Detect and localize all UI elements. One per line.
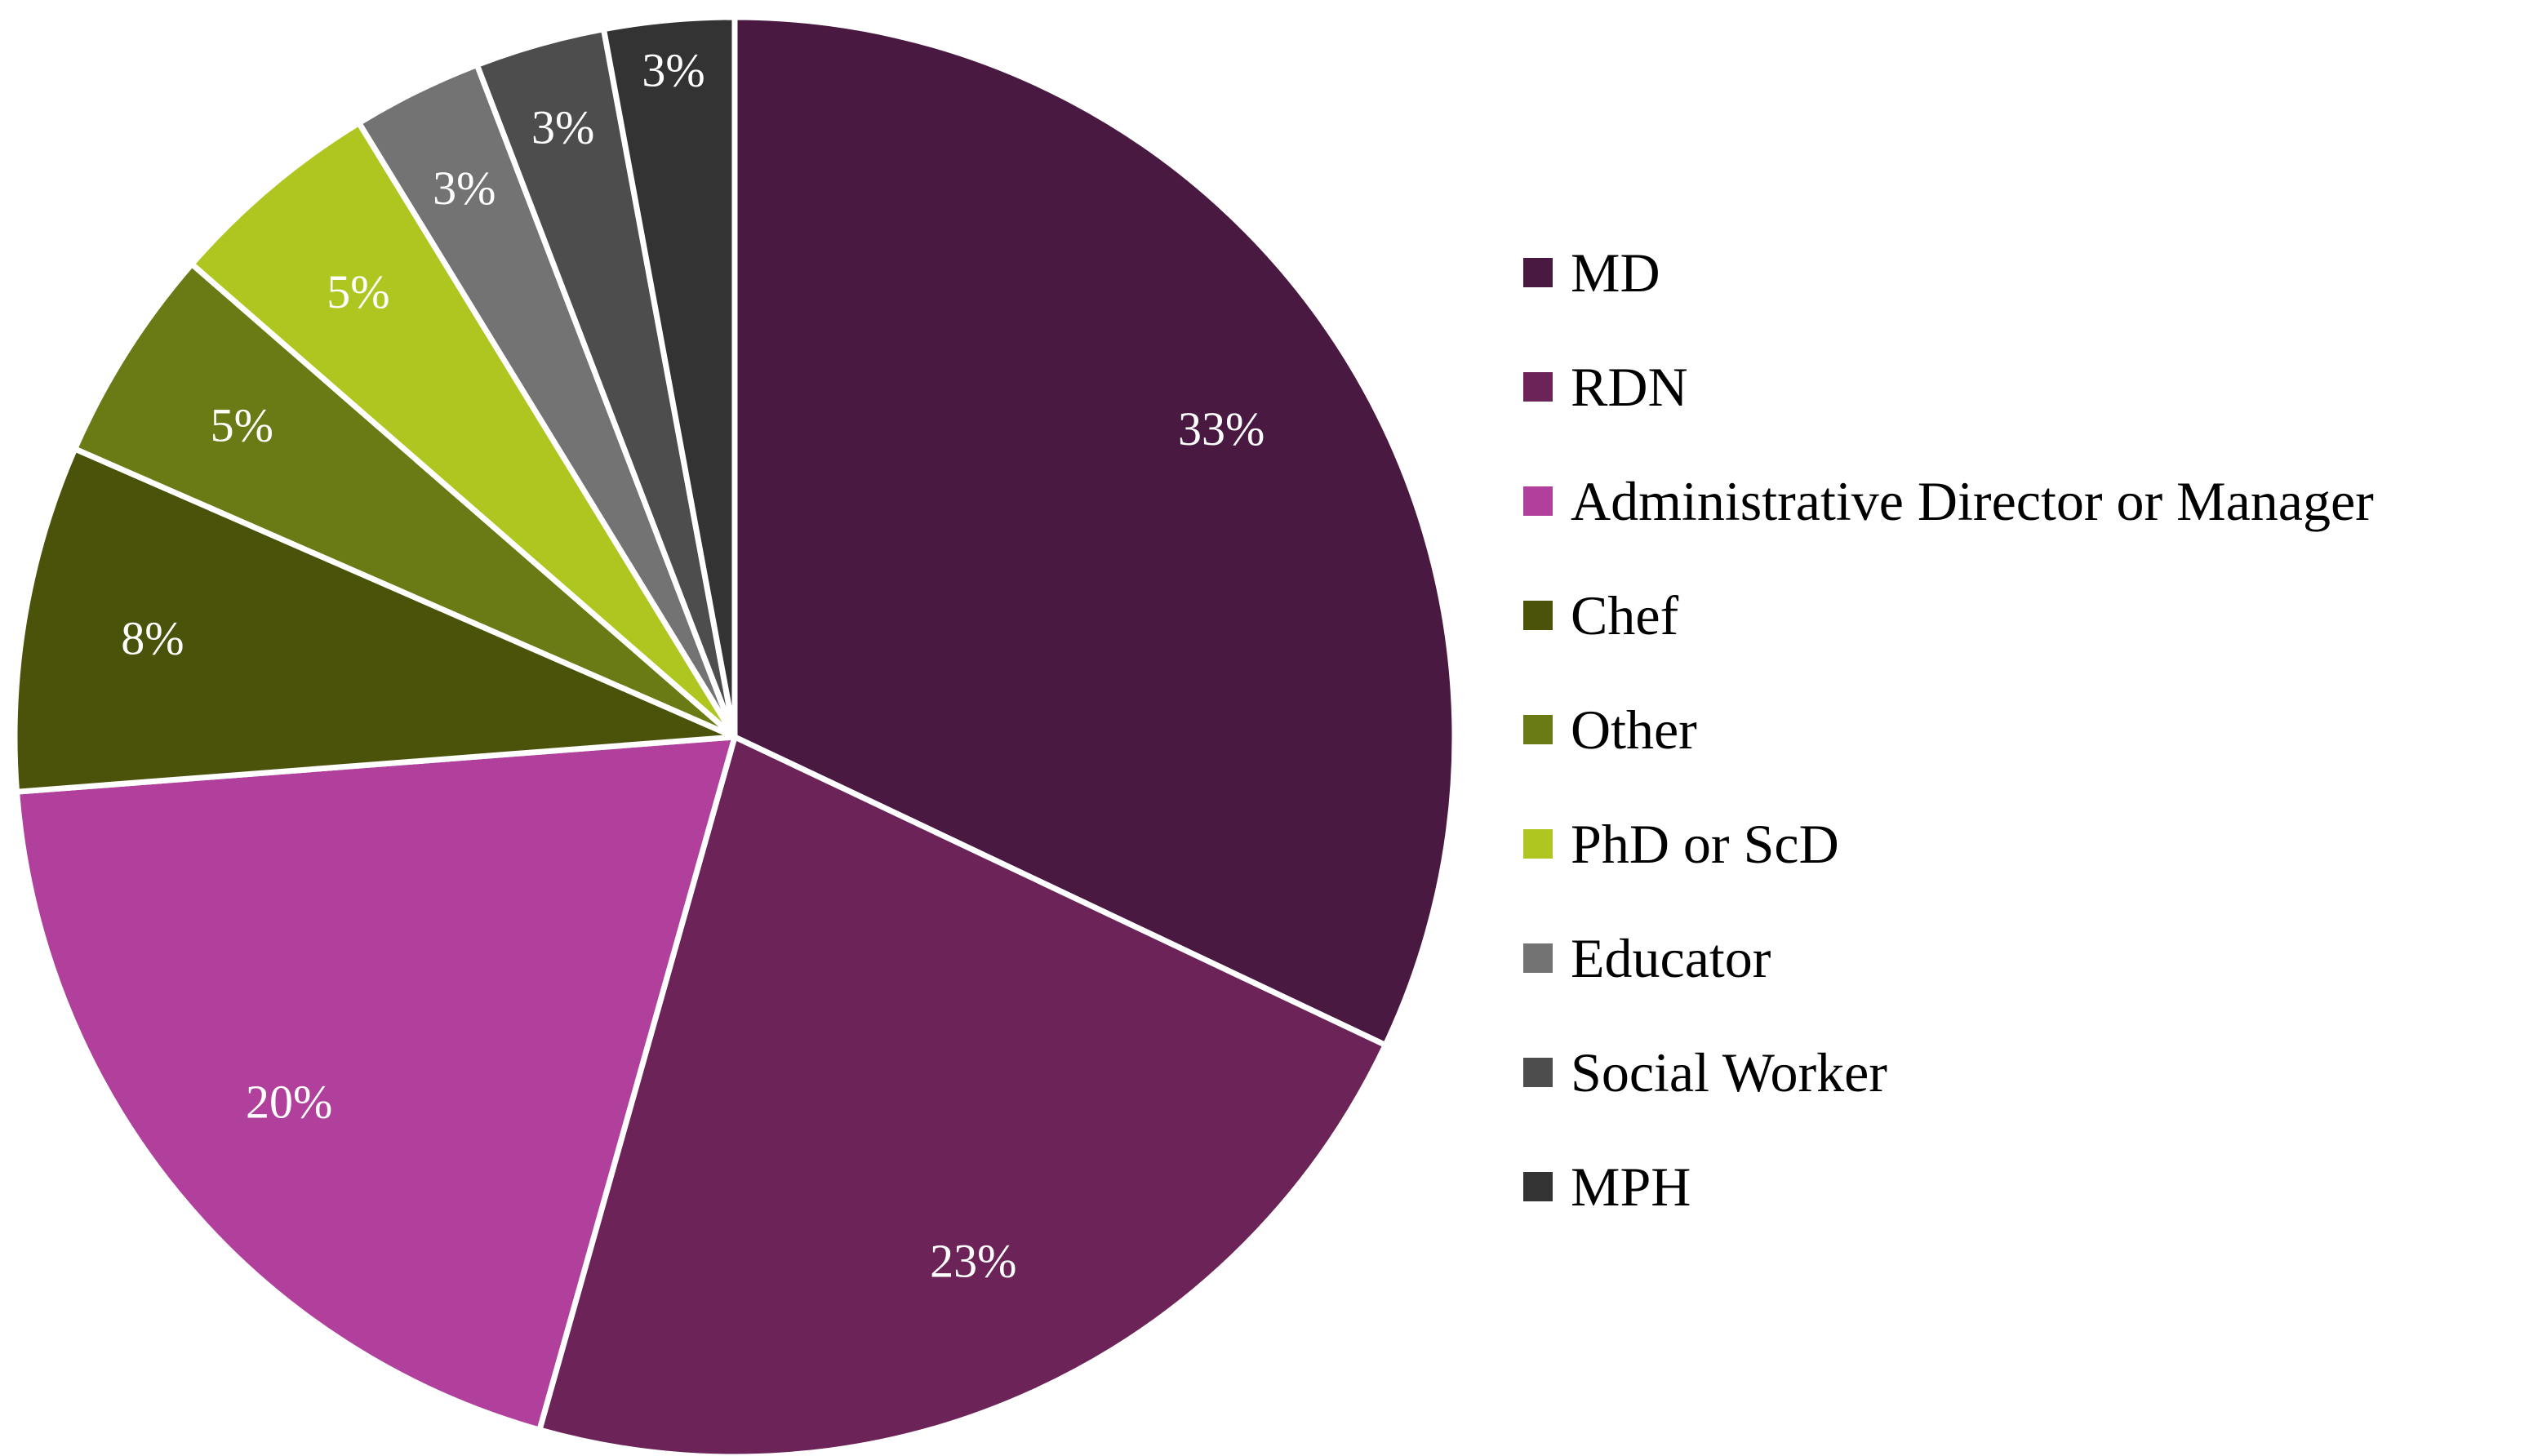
legend-swatch-administrative-director-or-manager: [1523, 486, 1553, 516]
legend-item-md: MD: [1523, 242, 1660, 304]
pie-slice-chef: [11, 446, 738, 795]
slice-label-rdn: 23%: [930, 1235, 1016, 1288]
slice-label-administrative-director-or-manager: 20%: [246, 1076, 332, 1129]
slice-label-other: 5%: [211, 398, 273, 451]
pie-slices: [11, 14, 1458, 1456]
legend-swatch-phd-or-scd: [1523, 829, 1553, 859]
slice-labels: 33% 23% 20% 8% 5% 5% 3% 3% 3%: [121, 44, 1264, 1288]
legend-item-social-worker: Social Worker: [1523, 1041, 1887, 1103]
legend-label-mph: MPH: [1571, 1156, 1691, 1218]
legend-label-educator: Educator: [1571, 927, 1771, 989]
slice-label-educator: 3%: [433, 162, 496, 215]
legend-label-administrative-director-or-manager: Administrative Director or Manager: [1571, 470, 2374, 532]
legend-swatch-educator: [1523, 943, 1553, 973]
pie-slice-other: [72, 261, 738, 740]
legend-label-md: MD: [1571, 242, 1660, 304]
slice-label-social-worker: 3%: [531, 100, 594, 153]
pie-slice-administrative-director-or-manager: [14, 734, 738, 1433]
legend-swatch-other: [1523, 715, 1553, 744]
legend-item-chef: Chef: [1523, 584, 1679, 646]
legend-label-rdn: RDN: [1571, 356, 1688, 418]
legend-item-rdn: RDN: [1523, 356, 1688, 418]
legend-swatch-mph: [1523, 1172, 1553, 1201]
pie-slice-mph: [600, 14, 738, 740]
legend-item-other: Other: [1523, 699, 1697, 761]
pie-slice-phd-or-scd: [189, 120, 738, 740]
legend-label-phd-or-scd: PhD or ScD: [1571, 813, 1839, 875]
legend-item-phd-or-scd: PhD or ScD: [1523, 813, 1839, 875]
pie-slice-rdn: [536, 734, 1389, 1456]
legend-swatch-rdn: [1523, 372, 1553, 402]
legend-item-educator: Educator: [1523, 927, 1771, 989]
legend-item-administrative-director-or-manager: Administrative Director or Manager: [1523, 470, 2374, 532]
slice-label-phd-or-scd: 5%: [327, 265, 389, 318]
legend-swatch-md: [1523, 258, 1553, 287]
legend-label-social-worker: Social Worker: [1571, 1041, 1887, 1103]
slice-label-md: 33%: [1178, 402, 1264, 455]
legend-swatch-social-worker: [1523, 1058, 1553, 1087]
slice-label-mph: 3%: [642, 44, 704, 97]
legend-label-chef: Chef: [1571, 584, 1679, 646]
legend-label-other: Other: [1571, 699, 1697, 761]
legend: MD RDN Administrative Director or Manager C…: [1523, 242, 2374, 1218]
legend-item-mph: MPH: [1523, 1156, 1691, 1218]
legend-swatch-chef: [1523, 601, 1553, 630]
pie-slice-md: [731, 14, 1458, 1048]
slice-label-chef: 8%: [121, 612, 184, 665]
